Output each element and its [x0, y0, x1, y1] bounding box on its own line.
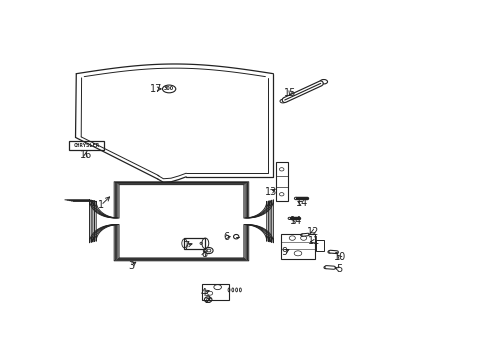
Text: 3: 3 [128, 261, 134, 270]
Text: CHRYSLER: CHRYSLER [73, 143, 100, 148]
Text: 15: 15 [284, 87, 296, 98]
Bar [280, 234, 314, 259]
Text: 8: 8 [201, 249, 206, 260]
Text: 12: 12 [306, 227, 319, 237]
Text: 2: 2 [203, 294, 210, 305]
Text: 300: 300 [164, 86, 174, 91]
Text: 9: 9 [281, 247, 287, 257]
Text: 4: 4 [200, 288, 206, 298]
Text: 11: 11 [307, 237, 320, 246]
Text: 14: 14 [295, 198, 307, 208]
Bar [275, 162, 287, 201]
Text: 17: 17 [149, 84, 162, 94]
Bar [316, 240, 323, 251]
Text: 6: 6 [223, 232, 228, 242]
Text: 7: 7 [183, 240, 189, 251]
Text: 13: 13 [265, 186, 277, 197]
Bar [184, 238, 205, 249]
Bar [202, 284, 228, 300]
Text: 1: 1 [98, 201, 104, 210]
Text: 5: 5 [336, 264, 342, 274]
Text: 16: 16 [80, 150, 92, 159]
Text: 10: 10 [333, 252, 345, 262]
Text: 14: 14 [289, 216, 302, 226]
